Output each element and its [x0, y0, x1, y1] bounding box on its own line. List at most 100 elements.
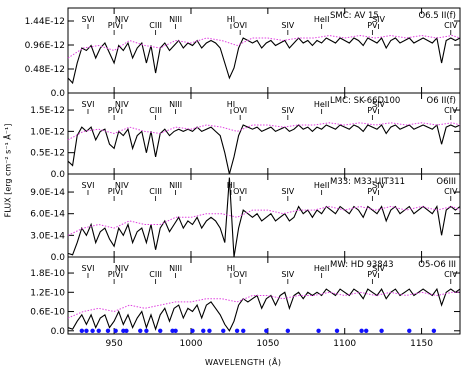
masked-point-marker [207, 328, 212, 333]
ion-label: NIII [169, 15, 182, 24]
ion-label: OVI [233, 21, 247, 30]
ion-label: NIV [115, 264, 129, 273]
model-spectrum-line [67, 122, 461, 141]
x-tick-label: 1150 [410, 339, 433, 349]
y-tick-label: 0.0 [51, 170, 66, 180]
y-tick-label: 1.0E-12 [30, 127, 65, 137]
masked-point-marker [105, 328, 111, 333]
ion-label: PV [367, 106, 378, 115]
ion-label: PIV [108, 21, 121, 30]
star-name-label: SMC: AV 15 [330, 11, 379, 21]
observed-spectrum-line [67, 287, 461, 332]
y-tick-label: 6.0E-14 [30, 210, 65, 220]
ion-label: CIV [444, 270, 458, 279]
ion-label: NIII [169, 181, 182, 190]
panel-4: 0.0 0.6E-10 1.2E-10 1.8E-10 MW: HD 93843 O5-O… [30, 256, 461, 337]
ion-label: OVI [233, 270, 247, 279]
masked-point-marker [241, 328, 246, 333]
ion-label: SVI [82, 264, 95, 273]
panel-1: 0.0 0.48E-12 0.96E-12 1.44E-12 SMC: AV 15 O6.… [25, 7, 461, 99]
y-tick-label: 1.44E-12 [25, 17, 65, 27]
masked-point-marker [379, 328, 384, 333]
ion-label: HeII [314, 100, 330, 109]
masked-point-marker [170, 328, 175, 333]
ion-label: HeII [314, 181, 330, 190]
masked-point-marker [84, 328, 89, 333]
masked-point-marker [190, 328, 195, 333]
y-tick-label: 9.0E-14 [30, 188, 65, 198]
masked-point-marker [234, 328, 240, 333]
masked-point-marker [158, 328, 163, 333]
ion-label: SIV [372, 100, 385, 109]
panel-3: 0.0 3.0E-14 6.0E-14 9.0E-14 M33: M33-UIT311 O… [30, 173, 461, 263]
ion-label: SVI [82, 181, 95, 190]
x-axis-label: WAVELENGTH (Å) [205, 358, 282, 367]
ion-label: CIII [149, 270, 162, 279]
ion-label: PIV [108, 106, 121, 115]
ion-label: HI [227, 264, 235, 273]
masked-point-marker [96, 328, 101, 333]
ion-label: HI [227, 181, 235, 190]
ion-label: OVI [233, 106, 247, 115]
spectral-type-label: O6III [436, 177, 456, 187]
y-tick-label: 1.2E-10 [30, 288, 65, 298]
y-axis-label: FLUX [erg cm⁻² s⁻¹ Å⁻¹] [3, 123, 13, 218]
ion-label: SIV [281, 187, 294, 196]
ion-label: SIV [281, 106, 294, 115]
y-tick-label: 3.0E-14 [30, 231, 65, 241]
model-spectrum-line [67, 205, 461, 236]
star-name-label: M33: M33-UIT311 [330, 177, 405, 187]
observed-spectrum-line [67, 123, 461, 175]
masked-point-marker [221, 328, 226, 333]
y-tick-label: 0.0 [51, 89, 66, 99]
ion-label: PV [367, 187, 378, 196]
model-spectrum-line [67, 34, 461, 59]
ion-label: CIV [444, 106, 458, 115]
masked-point-marker [144, 328, 149, 333]
masked-point-marker [431, 328, 437, 333]
star-name-label: LMC: SK-66D100 [330, 96, 400, 106]
ion-label: NIV [115, 15, 129, 24]
x-tick-label: 1100 [333, 339, 356, 349]
star-name-label: MW: HD 93843 [330, 260, 393, 270]
ion-label: HeII [314, 264, 330, 273]
masked-point-marker [90, 328, 95, 333]
ion-label: CIII [149, 187, 162, 196]
masked-point-marker [316, 328, 321, 333]
x-tick-label: 950 [106, 339, 123, 349]
y-tick-label: 0.0 [51, 253, 66, 263]
ion-label: CIV [444, 21, 458, 30]
y-tick-label: 0.0 [51, 327, 66, 337]
ion-label: NIV [115, 100, 129, 109]
ion-label: SIV [372, 181, 385, 190]
ion-label: PIV [108, 187, 121, 196]
spectral-type-label: O6.5 II(f) [418, 11, 456, 21]
spectral-type-label: O6 II(f) [427, 96, 456, 106]
ion-label: PIV [108, 270, 121, 279]
y-tick-label: 0.6E-10 [30, 308, 65, 318]
ion-label: SIV [281, 270, 294, 279]
y-tick-label: 1.8E-10 [30, 269, 65, 279]
y-tick-label: 0.96E-12 [25, 41, 65, 51]
y-tick-label: 0.5E-12 [30, 149, 65, 159]
y-tick-label: 0.48E-12 [25, 65, 65, 75]
spectral-type-label: O5-O6 III [418, 260, 456, 270]
x-tick-label: 1000 [180, 339, 203, 349]
masked-point-marker [334, 328, 340, 333]
masked-point-marker [138, 328, 143, 333]
ion-label: CIII [149, 106, 162, 115]
ion-label: HeII [314, 15, 330, 24]
ion-label: SVI [82, 15, 95, 24]
ion-label: NIV [115, 181, 129, 190]
ion-label: OVI [233, 187, 247, 196]
observed-spectrum-line [67, 36, 461, 85]
masked-point-marker [124, 328, 129, 333]
observed-spectrum-line [67, 177, 461, 258]
y-tick-label: 1.5E-12 [30, 106, 65, 116]
masked-point-marker [359, 328, 364, 333]
masked-point-marker [79, 328, 85, 333]
ion-label: SIV [281, 21, 294, 30]
masked-point-marker [173, 328, 178, 333]
ion-label: CIII [149, 21, 162, 30]
